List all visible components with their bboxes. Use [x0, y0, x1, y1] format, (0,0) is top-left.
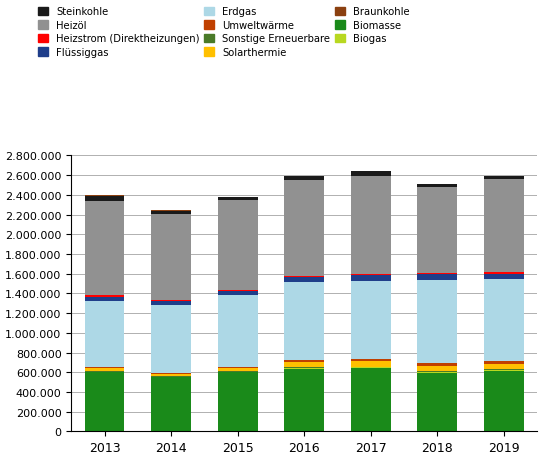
Bar: [84, 297, 124, 301]
Bar: [351, 276, 391, 281]
Bar: [84, 371, 124, 372]
Bar: [218, 291, 258, 292]
Bar: [417, 363, 457, 366]
Bar: [218, 198, 258, 201]
Bar: [218, 296, 258, 367]
Bar: [84, 301, 124, 367]
Bar: [351, 176, 391, 274]
Bar: [284, 367, 324, 368]
Bar: [417, 366, 457, 371]
Bar: [84, 296, 124, 297]
Bar: [284, 283, 324, 360]
Bar: [284, 177, 324, 181]
Bar: [351, 359, 391, 361]
Bar: [284, 368, 324, 369]
Bar: [151, 301, 191, 305]
Bar: [351, 368, 391, 431]
Bar: [417, 371, 457, 372]
Bar: [351, 274, 391, 276]
Bar: [417, 273, 457, 275]
Bar: [218, 368, 258, 371]
Bar: [484, 177, 524, 180]
Bar: [151, 378, 191, 431]
Bar: [417, 372, 457, 373]
Bar: [84, 202, 124, 296]
Bar: [218, 372, 258, 431]
Bar: [284, 181, 324, 276]
Bar: [484, 280, 524, 361]
Bar: [84, 367, 124, 369]
Bar: [151, 215, 191, 300]
Bar: [284, 278, 324, 283]
Bar: [218, 201, 258, 291]
Bar: [351, 281, 391, 359]
Bar: [417, 275, 457, 280]
Bar: [151, 211, 191, 215]
Bar: [84, 369, 124, 371]
Bar: [284, 276, 324, 278]
Bar: [417, 185, 457, 188]
Bar: [151, 305, 191, 373]
Bar: [84, 196, 124, 202]
Bar: [484, 370, 524, 371]
Legend: Steinkohle, Heizöl, Heizstrom (Direktheizungen), Flüssiggas, Erdgas, Umweltwärme: Steinkohle, Heizöl, Heizstrom (Direkthei…: [38, 7, 410, 58]
Bar: [218, 371, 258, 372]
Bar: [417, 280, 457, 363]
Bar: [218, 292, 258, 296]
Bar: [284, 369, 324, 431]
Bar: [351, 367, 391, 368]
Bar: [484, 273, 524, 274]
Bar: [484, 274, 524, 280]
Bar: [151, 376, 191, 377]
Bar: [284, 360, 324, 362]
Bar: [84, 372, 124, 431]
Bar: [417, 373, 457, 431]
Bar: [218, 367, 258, 368]
Bar: [351, 361, 391, 367]
Bar: [151, 374, 191, 376]
Bar: [484, 371, 524, 431]
Bar: [484, 369, 524, 370]
Bar: [484, 180, 524, 273]
Bar: [351, 172, 391, 176]
Bar: [151, 300, 191, 301]
Bar: [284, 362, 324, 367]
Bar: [417, 188, 457, 273]
Bar: [484, 364, 524, 369]
Bar: [151, 373, 191, 374]
Bar: [484, 361, 524, 364]
